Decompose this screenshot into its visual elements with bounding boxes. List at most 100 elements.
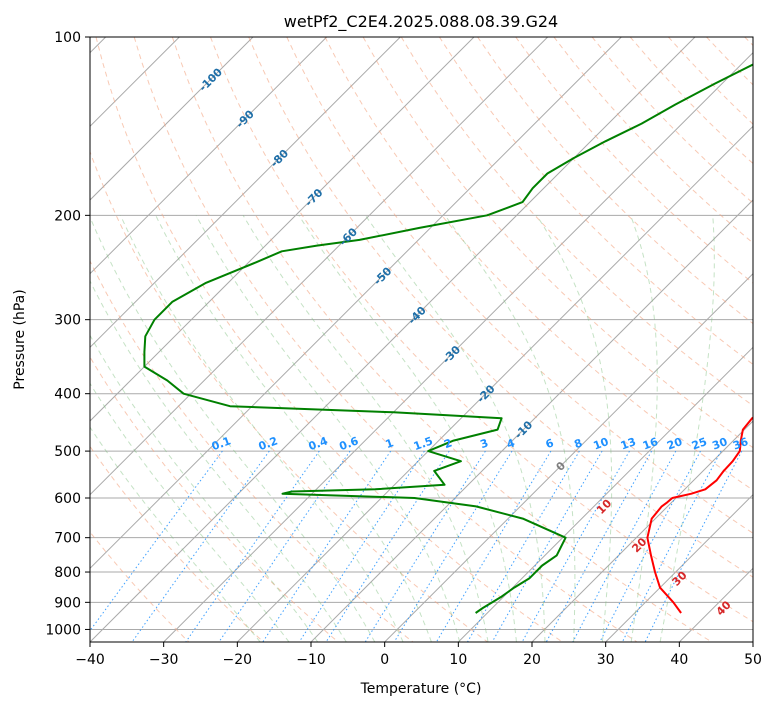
isotherm-line <box>90 37 401 349</box>
dry-adiabat-line <box>133 37 638 642</box>
overlay-labels: 0.1 0.2 0.4 0.6 1 1.5 2 3 4 6 8 10 13 16 20 25 30 36-100-… <box>196 65 750 618</box>
dewpoint-profile-line <box>143 63 753 614</box>
isotherm-line <box>90 37 549 496</box>
mixing-ratio-label: 25 <box>690 435 709 452</box>
x-tick-label: −40 <box>75 652 105 668</box>
dry-adiabat-line <box>90 531 190 642</box>
y-axis-label: Pressure (hPa) <box>12 289 28 389</box>
mixing-ratio-label: 10 <box>592 435 611 453</box>
mixing-ratio-label: 0.1 <box>210 434 233 453</box>
isotherm-label: -100 <box>196 65 225 94</box>
mixing-ratio-line <box>521 450 630 642</box>
x-tick-label: −10 <box>296 652 326 668</box>
isotherm-line <box>236 125 753 642</box>
dry-adiabat-line <box>591 37 753 204</box>
mixing-ratio-line <box>90 450 223 632</box>
y-tick-label: 200 <box>54 208 81 224</box>
mixing-ratio-line <box>262 450 392 642</box>
mixing-ratio-label: 1 <box>384 436 396 451</box>
mixing-ratio-line <box>393 450 513 642</box>
dry-adiabat-line <box>744 37 753 47</box>
mixing-ratio-label: 1.5 <box>412 434 435 453</box>
dry-adiabat-line <box>706 37 753 86</box>
x-tick-label: 0 <box>380 652 389 668</box>
x-tick-label: 10 <box>449 652 467 668</box>
isotherm-line <box>90 37 254 201</box>
y-tick-label: 100 <box>54 30 81 46</box>
moist-adiabat-line <box>444 215 576 642</box>
temperature-profile-line <box>646 416 753 614</box>
moist-adiabat-line <box>659 215 715 642</box>
isotherm-line <box>163 51 753 642</box>
mixing-ratio-label: 0.2 <box>257 434 280 453</box>
dry-adiabat-line <box>668 37 753 125</box>
mixing-ratio-line <box>644 450 743 642</box>
isotherm-line <box>90 37 475 422</box>
moist-adiabat-line <box>242 215 489 642</box>
dry-adiabat-line <box>515 37 753 284</box>
mixing-ratio-label: 20 <box>665 435 684 453</box>
x-tick-label: 40 <box>670 652 688 668</box>
thermodynamic-overlays <box>90 37 753 642</box>
isotherm-line <box>90 37 622 570</box>
dry-adiabat-line <box>553 37 753 244</box>
mixing-ratio-label: 4 <box>505 436 517 451</box>
moist-adiabat-line <box>120 215 404 642</box>
isotherm-label: -90 <box>234 107 257 130</box>
mixing-ratio-label: 2 <box>442 436 454 451</box>
dry-adiabat-line <box>324 37 753 491</box>
dry-adiabat-line <box>90 356 339 642</box>
x-tick-label: −30 <box>149 652 179 668</box>
mixing-ratio-line <box>218 450 351 642</box>
isotherm-line <box>752 641 753 642</box>
moist-adiabat-line <box>298 215 517 642</box>
dry-adiabat-line <box>400 37 753 407</box>
mixing-ratio-line <box>572 450 677 642</box>
dry-adiabat-line <box>171 37 712 642</box>
mixing-ratio-label: 13 <box>619 435 638 452</box>
background-grid <box>90 37 753 642</box>
mixing-ratio-line <box>621 450 722 642</box>
mixing-ratio-label: 0.6 <box>338 434 361 453</box>
x-tick-label: 20 <box>523 652 541 668</box>
dry-adiabat-line <box>362 37 753 449</box>
moist-adiabat-line <box>90 382 290 642</box>
y-tick-label: 800 <box>54 565 81 581</box>
dry-adiabat-label: 40 <box>714 598 734 618</box>
dry-adiabat-line <box>90 150 488 642</box>
isotherm-line <box>605 493 753 642</box>
dry-adiabat-line <box>90 259 414 642</box>
isotherm-line <box>310 199 753 642</box>
y-tick-label: 600 <box>54 491 81 507</box>
axis-ticks: −40 −30 −20 −10 0 10 20 30 40 5010020030040050060… <box>45 30 762 668</box>
sounding-profiles <box>143 63 753 614</box>
isotherm-line <box>531 420 753 642</box>
isotherm-label: -70 <box>302 186 325 209</box>
moist-adiabat-line <box>90 215 376 642</box>
mixing-ratio-line <box>131 450 270 642</box>
dry-adiabat-line <box>90 445 264 642</box>
mixing-ratio-label: 36 <box>731 435 750 453</box>
x-tick-label: 50 <box>744 652 762 668</box>
mixing-ratio-label: 0.4 <box>307 434 330 453</box>
moist-adiabat-line <box>155 215 432 642</box>
x-tick-label: −20 <box>223 652 253 668</box>
mixing-ratio-line <box>491 450 603 642</box>
dry-adiabat-label: 30 <box>670 568 690 588</box>
isotherm-line <box>90 37 328 275</box>
mixing-ratio-label: 6 <box>544 436 556 451</box>
moist-adiabat-line <box>90 279 347 642</box>
isotherm-line <box>90 37 696 642</box>
mixing-ratio-label: 30 <box>710 435 729 453</box>
dry-adiabat-line <box>95 37 563 642</box>
dry-adiabat-line <box>248 37 753 578</box>
dry-adiabat-line <box>477 37 753 325</box>
y-tick-label: 900 <box>54 595 81 611</box>
moist-adiabat-line <box>536 215 613 642</box>
moist-adiabat-line <box>195 215 461 642</box>
mixing-ratio-line <box>599 450 701 642</box>
chart-title: wetPf2_C2E4.2025.088.08.39.G24 <box>284 12 558 32</box>
y-tick-label: 400 <box>54 387 81 403</box>
mixing-ratio-line <box>545 450 653 642</box>
